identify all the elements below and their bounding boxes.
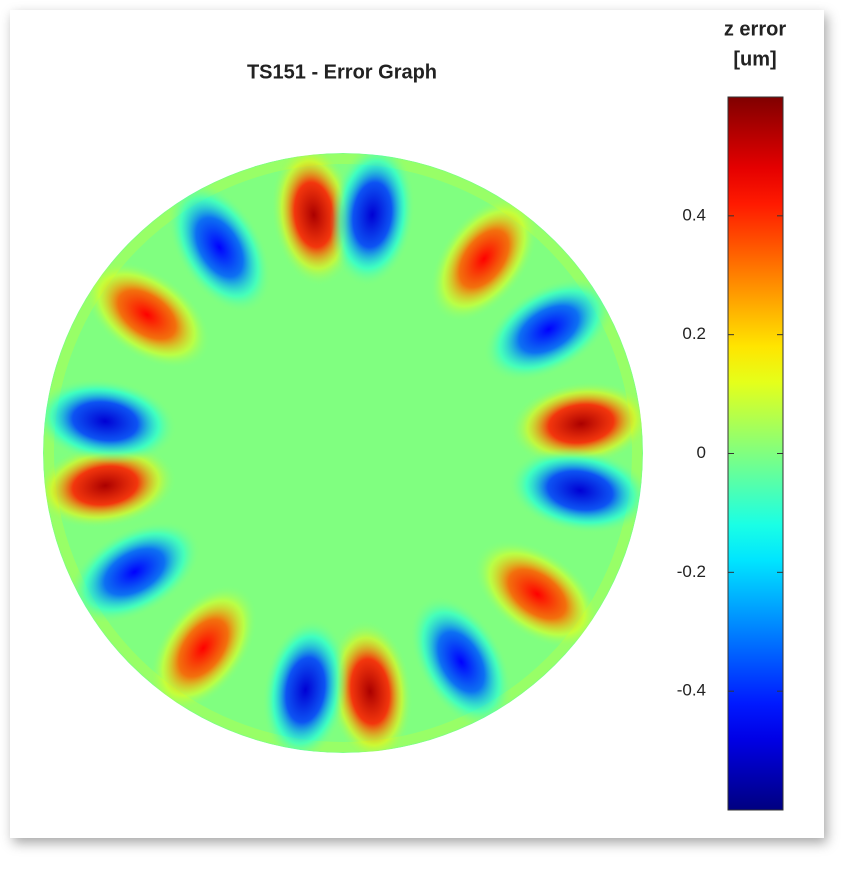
lobe	[43, 442, 177, 529]
lobe	[410, 595, 513, 728]
lobe	[83, 260, 211, 369]
colorbar-tick-label: -0.4	[677, 681, 706, 700]
lobe	[473, 539, 601, 649]
colorbar-label: [um]	[733, 48, 776, 70]
colorbar	[727, 96, 784, 811]
lobe	[483, 277, 615, 382]
field	[43, 153, 643, 753]
colorbar-label: z error	[724, 18, 786, 40]
lobe	[509, 381, 643, 467]
colorbar-tick-label: 0.4	[682, 205, 706, 224]
lobe	[329, 153, 415, 287]
colorbar-tick-label: 0.2	[682, 324, 706, 343]
colorbar-tick-label: -0.2	[677, 562, 706, 581]
lobe	[43, 378, 177, 464]
lobe	[262, 618, 349, 753]
disc-rim	[44, 154, 642, 752]
lobe	[68, 520, 201, 623]
lobe	[327, 619, 413, 753]
lobe	[429, 195, 539, 323]
lobe	[167, 181, 272, 313]
colorbar-tick-label: 0	[697, 443, 706, 462]
chart-title: TS151 - Error Graph	[247, 61, 437, 83]
lobe	[508, 447, 643, 534]
lobe	[149, 584, 258, 712]
